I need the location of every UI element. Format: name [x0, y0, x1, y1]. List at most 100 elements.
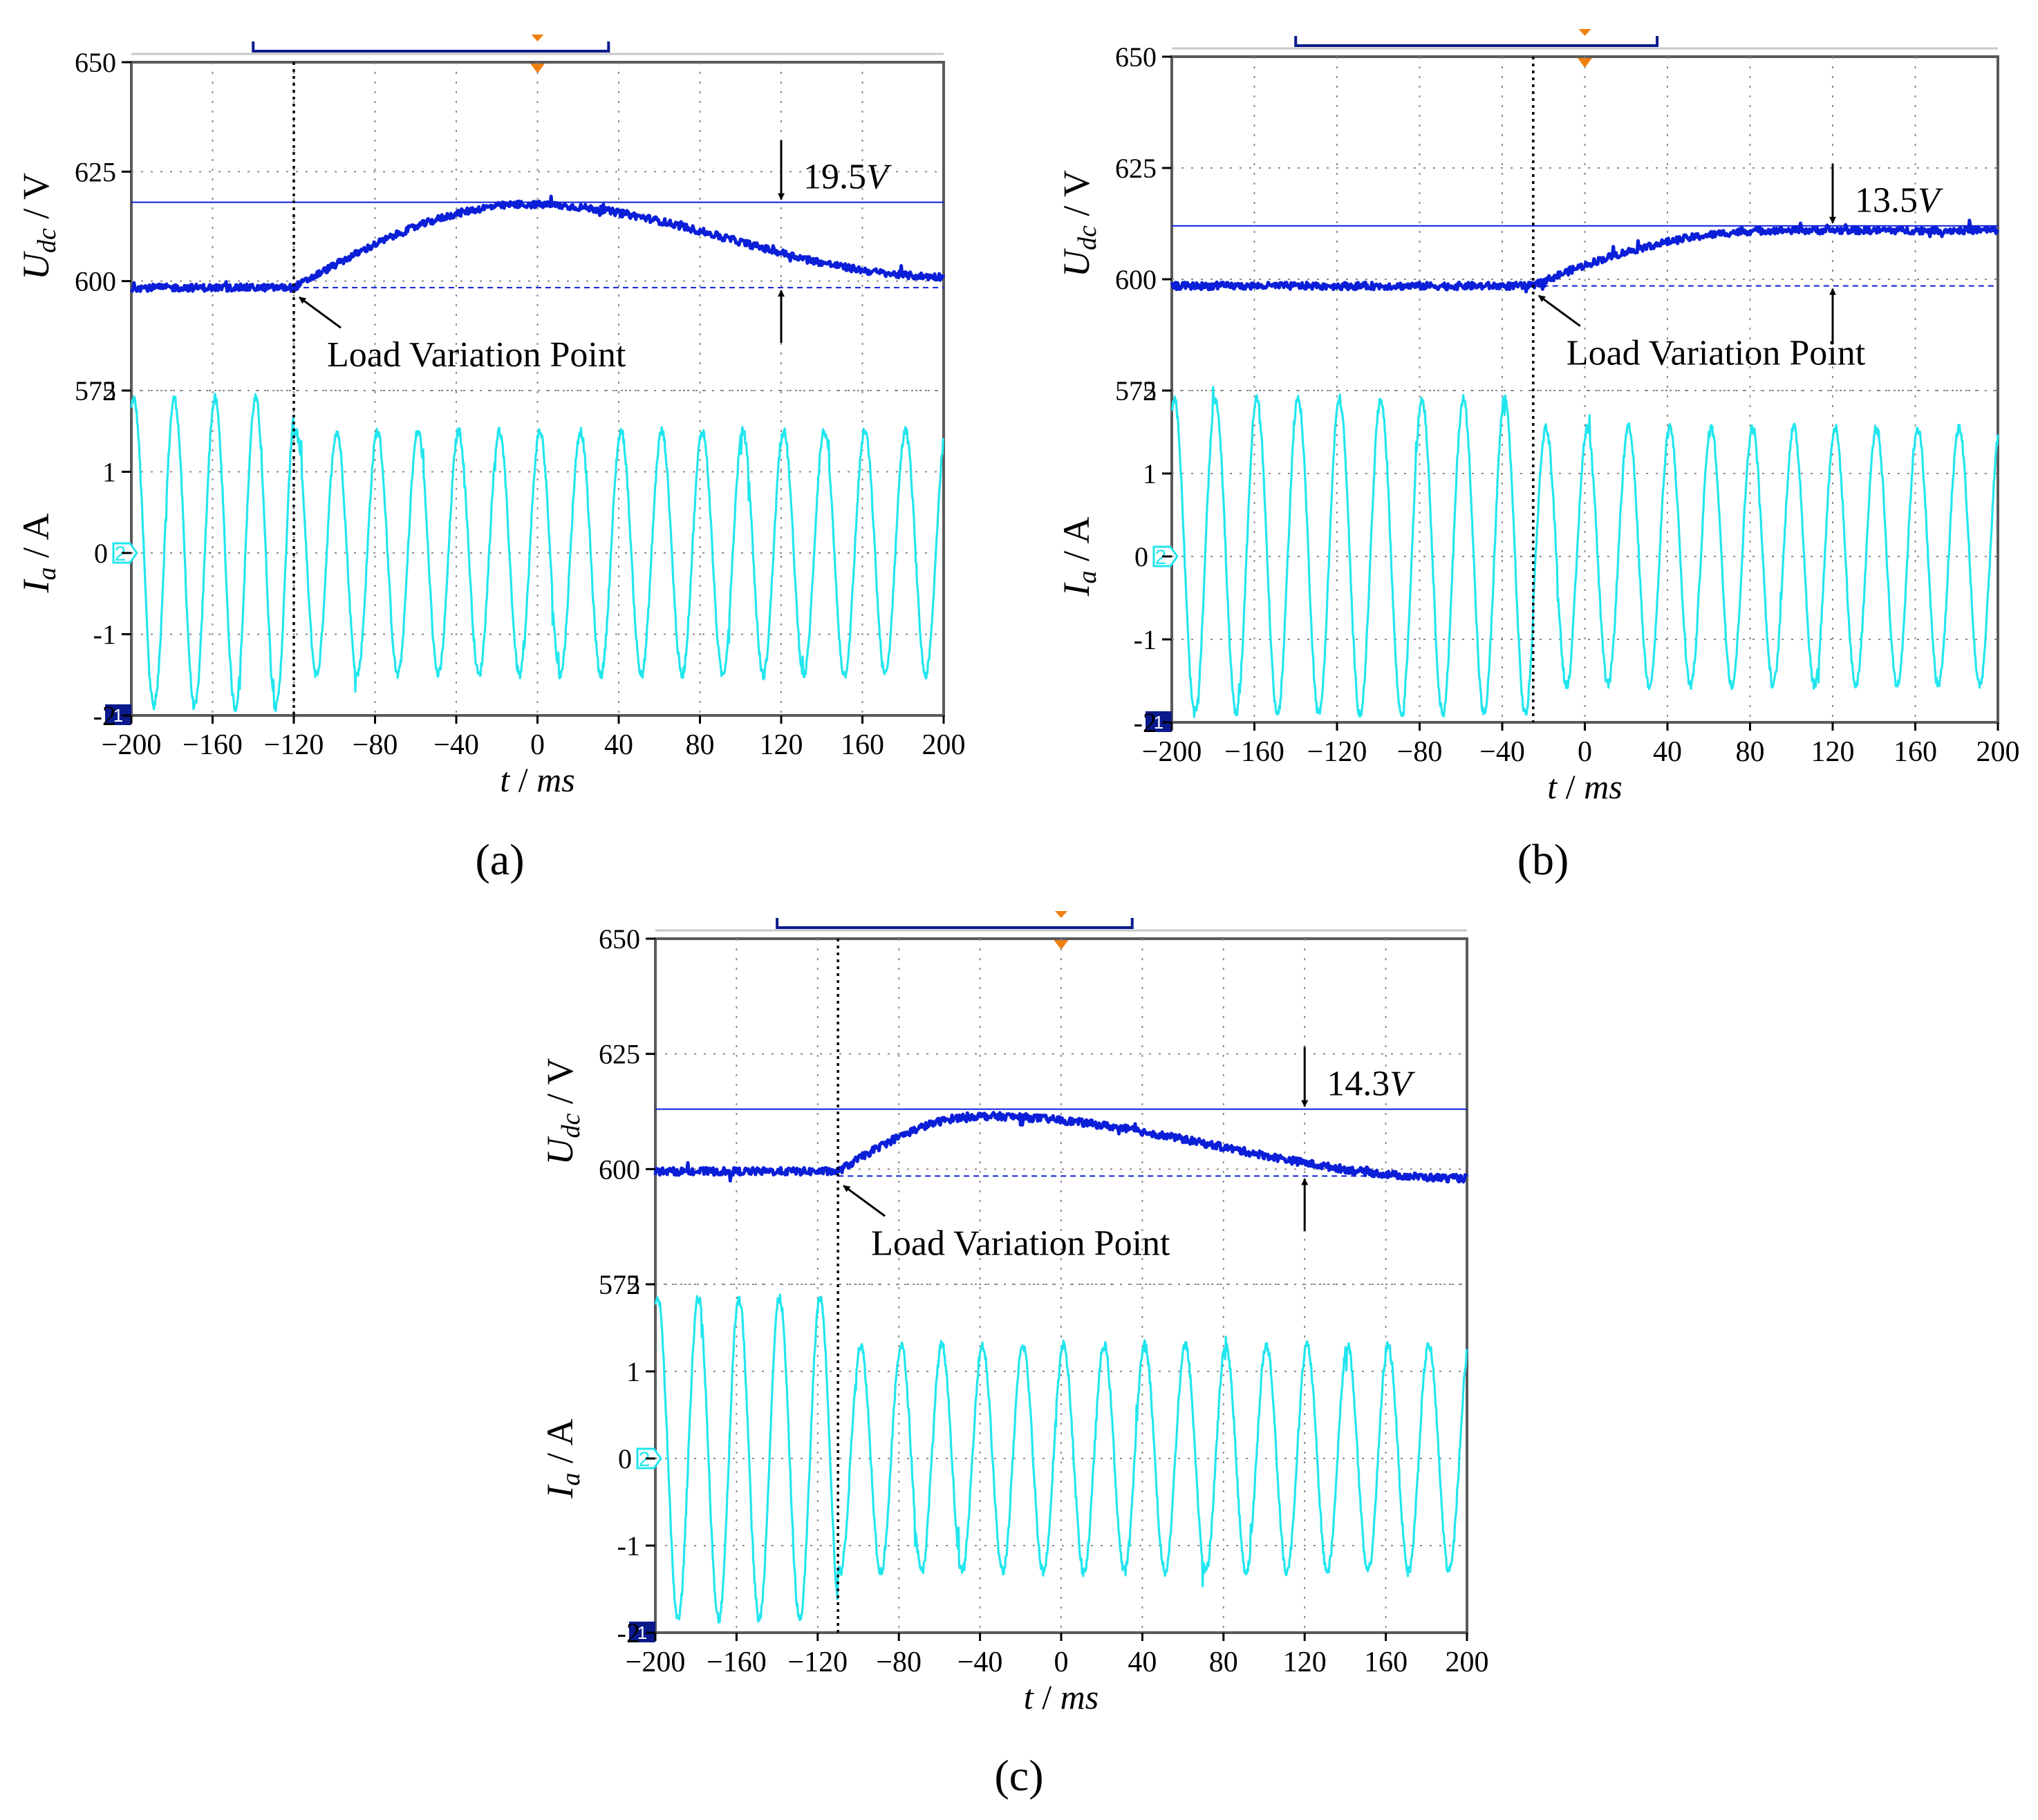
- ia-tick-label: 1: [626, 1356, 640, 1387]
- udc-tick-label: 575: [75, 375, 116, 406]
- x-tick-label: 80: [1209, 1647, 1238, 1678]
- udc-tick-label: 625: [75, 156, 116, 187]
- panel-b-caption: (b): [1517, 835, 1569, 884]
- ia-tick-label: 2: [626, 1269, 640, 1300]
- load-variation-label: Load Variation Point: [871, 1223, 1170, 1263]
- panel-c-caption: (c): [994, 1751, 1043, 1800]
- load-variation-label: Load Variation Point: [327, 335, 626, 375]
- ia-axis-title: Ia / A: [539, 1418, 586, 1499]
- x-tick-label: 120: [1811, 736, 1855, 768]
- ia-tick-label: -1: [617, 1530, 640, 1561]
- load-variation-arrow: [299, 296, 342, 329]
- channel-2-marker: 2: [636, 1447, 662, 1471]
- x-tick-label: 80: [1736, 736, 1765, 768]
- x-tick-label: 120: [1283, 1647, 1327, 1678]
- udc-tick-label: 650: [1115, 41, 1157, 73]
- x-tick-label: −160: [1224, 736, 1284, 768]
- udc-tick-label: 650: [599, 923, 640, 955]
- x-tick-label: 120: [760, 729, 803, 761]
- udc-voltage-trace: [653, 1111, 1469, 1184]
- panel-a-caption: (a): [475, 835, 524, 884]
- load-variation-arrow: [1537, 294, 1581, 327]
- x-tick-label: 40: [1128, 1647, 1157, 1678]
- x-tick-label: 0: [1578, 736, 1592, 768]
- ia-tick-label: 0: [1134, 541, 1148, 572]
- x-tick-label: −200: [102, 729, 162, 761]
- ia-tick-label: 0: [618, 1443, 632, 1474]
- trigger-arrow: [1576, 57, 1593, 68]
- x-axis-title: t / ms: [500, 760, 574, 799]
- channel-2-label: 2: [639, 1448, 651, 1471]
- udc-tick-label: 600: [599, 1154, 640, 1185]
- panel-a-annotations: 19.5V Load Variation Point: [292, 62, 892, 715]
- record-window-bracket: [1294, 36, 1659, 47]
- ia-tick-label: 0: [94, 538, 108, 569]
- panel-b-scope-screen: 21: [1146, 29, 1999, 733]
- x-tick-label: 200: [922, 729, 966, 761]
- udc-axis-title: Udc / V: [539, 1058, 586, 1165]
- ia-tick-label: -1: [1134, 624, 1157, 655]
- udc-tick-label: 650: [75, 47, 116, 78]
- x-tick-label: −120: [787, 1647, 848, 1678]
- udc-axis-title: Udc / V: [1056, 170, 1102, 277]
- panel-c-grid: [655, 939, 1467, 1633]
- panel-c-traces: [653, 1108, 1469, 1624]
- ia-tick-label: -2: [1134, 707, 1157, 738]
- x-tick-label: 160: [1894, 736, 1937, 768]
- x-tick-label: 80: [686, 729, 715, 761]
- x-tick-label: −40: [1479, 736, 1525, 768]
- x-tick-label: −40: [957, 1647, 1003, 1678]
- scope-frame: [1170, 55, 1999, 724]
- ia-current-trace: [1171, 386, 1999, 718]
- ia-tick-label: 1: [102, 457, 116, 488]
- x-tick-label: 200: [1976, 736, 2020, 768]
- load-variation-label: Load Variation Point: [1567, 334, 1866, 373]
- udc-tick-label: 575: [599, 1269, 640, 1300]
- x-tick-label: 0: [1054, 1647, 1069, 1678]
- ia-current-trace: [130, 393, 945, 713]
- x-tick-label: −160: [183, 729, 243, 761]
- x-tick-label: −40: [433, 729, 479, 761]
- ia-tick-label: 2: [102, 375, 116, 406]
- panel-b-traces: [1170, 218, 2000, 718]
- udc-tick-label: 600: [75, 266, 116, 297]
- ia-current-trace: [654, 1293, 1468, 1624]
- record-window-bracket: [776, 918, 1134, 929]
- x-axis-title: t / ms: [1024, 1678, 1099, 1716]
- channel-1-marker: 1: [629, 1622, 655, 1643]
- x-tick-label: 200: [1446, 1647, 1489, 1678]
- delta-voltage-label: 14.3V: [1327, 1064, 1415, 1104]
- x-tick-label: −80: [876, 1647, 922, 1678]
- trigger-position-marker: [1578, 29, 1591, 36]
- x-tick-label: 40: [604, 729, 633, 761]
- channel-1-label: 1: [1154, 712, 1163, 733]
- x-tick-label: −200: [626, 1647, 686, 1678]
- trigger-arrow: [529, 62, 546, 73]
- x-axis-title: t / ms: [1547, 767, 1622, 806]
- x-tick-label: 0: [530, 729, 545, 761]
- x-tick-label: −80: [1397, 736, 1443, 768]
- trigger-position-marker: [531, 35, 544, 41]
- ia-tick-label: 2: [1143, 375, 1157, 406]
- load-variation-arrow: [843, 1185, 886, 1217]
- ia-axis-title: Ia / A: [1056, 516, 1102, 597]
- ia-axis-title: Ia / A: [15, 513, 62, 593]
- x-tick-label: −160: [707, 1647, 767, 1678]
- panel-c-annotations: 14.3V Load Variation Point: [836, 939, 1415, 1633]
- udc-tick-label: 600: [1115, 264, 1157, 295]
- trigger-position-marker: [1055, 911, 1067, 918]
- udc-axis-title: Udc / V: [15, 173, 62, 280]
- x-tick-label: −200: [1142, 736, 1202, 768]
- scope-frame: [654, 937, 1468, 1634]
- ia-tick-label: -1: [93, 619, 116, 650]
- x-tick-label: −80: [353, 729, 398, 761]
- x-tick-label: 160: [1364, 1647, 1408, 1678]
- udc-tick-label: 625: [1115, 153, 1157, 184]
- record-window-bracket: [252, 41, 610, 53]
- channel-1-label: 1: [637, 1622, 647, 1643]
- x-tick-label: −120: [264, 729, 324, 761]
